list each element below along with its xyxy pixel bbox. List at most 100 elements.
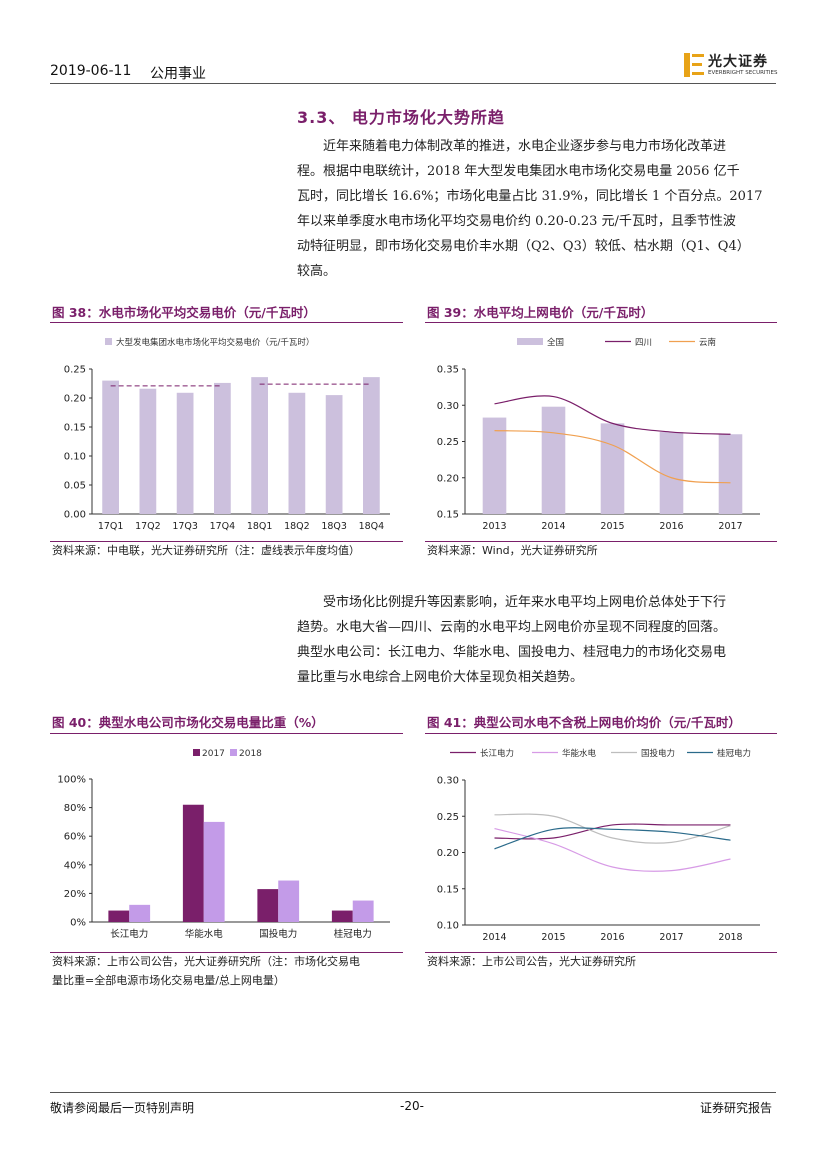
bar [600,423,625,514]
x-tick-label: 18Q4 [359,521,385,532]
footer-disclaimer: 敬请参阅最后一页特别声明 [50,1101,195,1115]
series-line [494,827,731,850]
bar [352,900,374,922]
legend-label: 四川 [635,338,652,348]
report-date: 2019-06-11 [50,63,132,79]
legend-label: 国投电力 [641,748,675,759]
bar [108,910,130,922]
y-tick-label: 0.20 [437,473,459,484]
y-tick-label: 0.15 [64,423,86,434]
para1-line: 瓦时，同比增长 16.6%；市场化电量占比 31.9%，同比增长 1 个百分点。… [297,189,763,204]
bar [203,821,225,922]
x-tick-label: 2014 [482,932,506,943]
fig40-source: 资料来源：上市公司公告，光大证券研究所（注：市场化交易电 量比重=全部电源市场化… [52,952,360,990]
section-title: 3.3、 电力市场化大势所趋 [297,108,505,127]
x-tick-label: 2016 [600,932,624,943]
y-tick-label: 0.25 [64,365,86,376]
y-tick-label: 40% [64,860,86,871]
series-line [494,813,731,844]
footer-divider [50,1092,776,1093]
company-logo: 光大证券 EVERBRIGHT SECURITIES [683,50,778,82]
x-tick-label: 17Q2 [135,521,161,532]
series-line [494,827,731,872]
para2-line: 量比重与水电综合上网电价大体呈现负相关趋势。 [297,670,584,685]
y-tick-label: 0.25 [437,437,459,448]
y-tick-label: 0.15 [437,884,459,895]
y-tick-label: 0.20 [64,394,86,405]
bar [102,380,120,514]
y-tick-label: 0.00 [64,510,86,521]
para2-line: 趋势。水电大省—四川、云南的水电平均上网电价亦呈现不同程度的回落。 [297,620,727,635]
bar [288,392,306,514]
paragraph-1: 近年来随着电力体制改革的推进，水电企业逐步参与电力市场化改革进 程。根据中电联统… [297,134,777,284]
x-tick-label: 长江电力 [110,928,148,940]
y-tick-label: 0.15 [437,510,459,521]
fig39-title: 图 39：水电平均上网电价（元/千瓦时） [427,305,654,320]
bar [362,377,380,514]
bar [325,395,343,514]
para2-line: 受市场化比例提升等因素影响，近年来水电平均上网电价总体处于下行 [323,595,727,610]
bar [176,392,194,514]
bar [182,804,204,922]
legend-swatch [193,749,200,756]
x-tick-label: 2016 [659,521,683,532]
fig39-frame [425,322,777,542]
x-tick-label: 17Q4 [210,521,236,532]
fig41-source: 资料来源：上市公司公告，光大证券研究所 [427,955,636,968]
legend-label: 2017 [202,749,225,759]
fig38-title: 图 38：水电市场化平均交易电价（元/千瓦时） [52,305,316,320]
fig41-frame [425,733,777,953]
y-tick-label: 0.10 [437,921,459,932]
legend-label: 长江电力 [480,748,514,759]
y-tick-label: 20% [64,889,86,900]
legend-swatch [105,338,112,345]
para2-line: 典型水电公司：长江电力、华能水电、国投电力、桂冠电力的市场化交易电 [297,645,727,660]
bar [331,910,353,922]
fig39-source: 资料来源：Wind，光大证券研究所 [427,544,598,557]
bar [129,904,151,922]
legend-label: 桂冠电力 [717,748,751,759]
x-tick-label: 2015 [600,521,624,532]
bar [139,388,157,514]
footer-report-type: 证券研究报告 [700,1101,773,1115]
legend-label: 全国 [547,337,564,348]
y-tick-label: 0.20 [437,848,459,859]
x-tick-label: 2017 [718,521,742,532]
x-tick-label: 国投电力 [259,928,297,940]
para1-line: 较高。 [297,264,337,279]
x-tick-label: 2013 [482,521,506,532]
x-tick-label: 2014 [541,521,565,532]
para1-line: 动特征明显，即市场化交易电价丰水期（Q2、Q3）较低、枯水期（Q1、Q4） [297,239,750,254]
x-tick-label: 2018 [718,932,742,943]
y-tick-label: 0.30 [437,776,459,787]
fig38-chart: 0.00 0.05 0.10 0.15 0.20 0.25 17Q1 17Q2 17Q3 17Q4… [64,337,390,532]
bar [541,406,566,514]
legend-swatch [517,338,543,345]
x-tick-label: 18Q1 [247,521,273,532]
legend-label: 2018 [239,749,262,759]
legend-label: 华能水电 [562,748,597,759]
logo-mark-icon [684,53,704,77]
fig39-chart: 0.15 0.20 0.25 0.30 0.35 2013 2014 2015 2016 2017… [437,337,760,532]
x-tick-label: 桂冠电力 [334,928,372,940]
y-tick-label: 60% [64,832,86,843]
page-number: -20- [400,1099,424,1113]
series-line [494,430,731,484]
header-divider [50,83,776,84]
fig38-source: 资料来源：中电联，光大证券研究所（注：虚线表示年度均值） [52,544,360,557]
y-tick-label: 100% [57,775,86,786]
fig40-chart: 0% 20% 40% 60% 80% 100% 长江电力 华能水电 国投电力 桂冠电力 2017 20… [57,749,390,940]
x-tick-label: 18Q3 [321,521,347,532]
x-tick-label: 17Q1 [98,521,124,532]
legend-swatch [230,749,237,756]
fig40-source-line: 量比重=全部电源市场化交易电量/总上网电量） [52,974,285,987]
logo-text: 光大证券 [708,54,768,70]
series-line [494,395,731,435]
x-tick-label: 2015 [541,932,565,943]
para1-line: 近年来随着电力体制改革的推进，水电企业逐步参与电力市场化改革进 [323,139,727,154]
report-sector: 公用事业 [150,66,206,82]
fig40-frame [50,733,403,953]
bar [482,417,507,514]
x-tick-label: 华能水电 [185,928,224,940]
x-tick-label: 2017 [659,932,683,943]
